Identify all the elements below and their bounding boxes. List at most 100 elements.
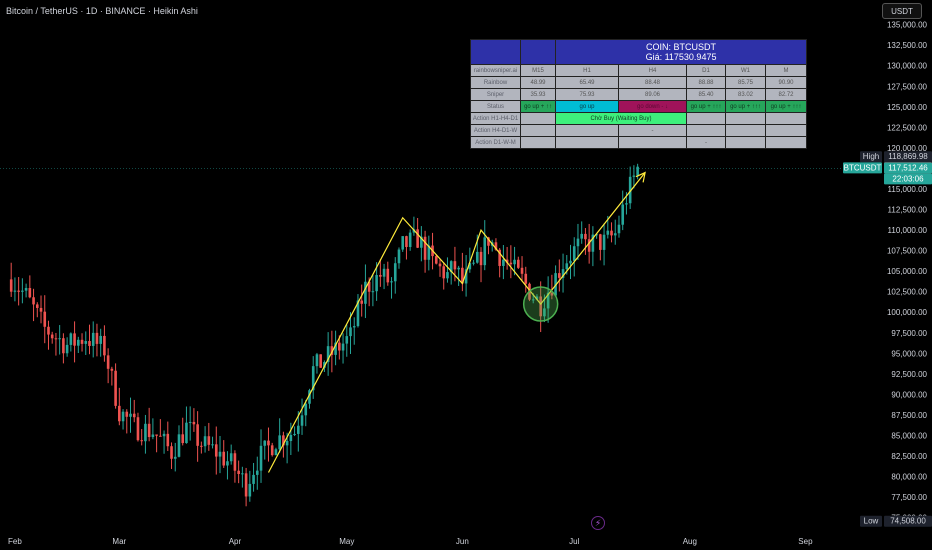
- panel-cell: -: [686, 136, 726, 149]
- candle-body: [106, 355, 110, 369]
- candle-body: [505, 259, 509, 263]
- candle-body: [255, 470, 259, 475]
- candle-body: [565, 263, 569, 270]
- candle-body: [475, 251, 479, 263]
- high-tag-bg: [860, 151, 882, 163]
- candle-body: [114, 370, 117, 406]
- low-tag: Low: [864, 517, 879, 526]
- panel-coin: COIN: BTCUSDT: [646, 42, 717, 52]
- candle-body: [278, 435, 281, 450]
- candle-body: [621, 204, 625, 225]
- candle-body: [561, 269, 565, 278]
- candle-body: [54, 338, 58, 340]
- candle-body: [517, 259, 520, 268]
- candle-body: [17, 290, 20, 292]
- candle-body: [203, 436, 207, 447]
- panel-cell: [618, 136, 687, 149]
- currency-selector-button[interactable]: USDT: [882, 3, 922, 19]
- candle-body: [84, 341, 88, 344]
- bar-countdown: 22:03:06: [892, 174, 924, 183]
- candle-body: [293, 433, 296, 435]
- indicator-panel: COIN: BTCUSDT Giá: 117530.9475 rainbowsn…: [470, 39, 808, 149]
- lightning-icon[interactable]: ⚡: [591, 516, 605, 530]
- candle-body: [132, 413, 136, 418]
- panel-header: COIN: BTCUSDT Giá: 117530.9475: [554, 39, 808, 65]
- candle-body: [21, 290, 24, 292]
- y-tick-label: 90,000.00: [891, 390, 927, 399]
- candle-body: [610, 230, 613, 236]
- candle-body: [345, 336, 349, 344]
- candle-body: [47, 326, 50, 335]
- candle-body: [110, 368, 114, 371]
- y-tick-label: 87,500.00: [891, 411, 927, 420]
- candle-body: [270, 445, 274, 456]
- panel-row-label: Status: [470, 100, 521, 113]
- panel-cell: [764, 136, 808, 149]
- candle-body: [248, 483, 252, 497]
- candle-body: [140, 440, 143, 442]
- candle-body: [252, 474, 255, 484]
- panel-row: Action D1-W-M -: [470, 136, 808, 149]
- candle-body: [222, 451, 226, 466]
- candle-body: [427, 245, 431, 260]
- y-tick-label: 135,000.00: [887, 21, 928, 30]
- candle-body: [599, 234, 602, 250]
- candle-body: [125, 411, 129, 417]
- candle-body: [196, 424, 199, 446]
- panel-cell: 35.93: [520, 88, 556, 101]
- panel-cell: 75.93: [555, 88, 619, 101]
- x-tick-label: Mar: [112, 537, 126, 546]
- y-tick-label: 82,500.00: [891, 452, 927, 461]
- panel-row: Status go up + ↑↑ go up go down - ↓ go u…: [470, 100, 808, 113]
- panel-cell: 48.99: [520, 76, 556, 89]
- candle-body: [401, 236, 405, 250]
- candle-body: [352, 326, 356, 328]
- candle-body: [632, 175, 636, 177]
- candle-body: [606, 230, 610, 235]
- y-tick-label: 80,000.00: [891, 473, 927, 482]
- candle-body: [32, 297, 35, 305]
- candle-body: [77, 339, 80, 346]
- candle-body: [587, 239, 591, 252]
- candle-body: [50, 334, 54, 339]
- candle-body: [218, 451, 222, 457]
- candle-body: [580, 233, 583, 239]
- panel-cell: 89.06: [618, 88, 687, 101]
- candle-body: [88, 341, 91, 346]
- candle-body: [304, 403, 308, 416]
- candle-body: [434, 256, 438, 264]
- candle-body: [636, 166, 639, 176]
- panel-row: Action H1-H4-D1 Chờ Buy (Waiting Buy): [470, 112, 808, 125]
- candle-body: [375, 275, 378, 292]
- candle-body: [229, 453, 233, 462]
- candle-body: [420, 236, 423, 248]
- candle-body: [308, 390, 311, 404]
- y-tick-label: 107,500.00: [887, 247, 928, 256]
- panel-cell: [520, 124, 556, 137]
- bar-countdown-bg: [884, 173, 932, 185]
- panel-cell: H1: [555, 64, 619, 77]
- panel-cell: [725, 124, 766, 137]
- candle-body: [349, 327, 352, 337]
- pattern-arrow-head: [635, 171, 646, 183]
- candle-body: [513, 259, 516, 265]
- candle-body: [442, 266, 446, 279]
- candle-body: [95, 332, 99, 344]
- candle-body: [129, 413, 132, 417]
- x-tick-label: Sep: [798, 537, 813, 546]
- candle-body: [226, 461, 229, 466]
- candle-body: [390, 281, 393, 283]
- candle-body: [39, 307, 43, 312]
- candle-body: [341, 343, 345, 351]
- x-tick-label: Aug: [683, 537, 697, 546]
- status-cell: go up + ↑↑↑: [725, 100, 766, 113]
- candle-body: [58, 338, 61, 340]
- panel-corner-2: [520, 39, 556, 65]
- candle-body: [364, 281, 367, 304]
- candle-body: [408, 232, 412, 247]
- candle-body: [602, 234, 606, 250]
- panel-cell: H4: [618, 64, 687, 77]
- panel-cell: 85.75: [725, 76, 766, 89]
- panel-cell: [686, 112, 726, 125]
